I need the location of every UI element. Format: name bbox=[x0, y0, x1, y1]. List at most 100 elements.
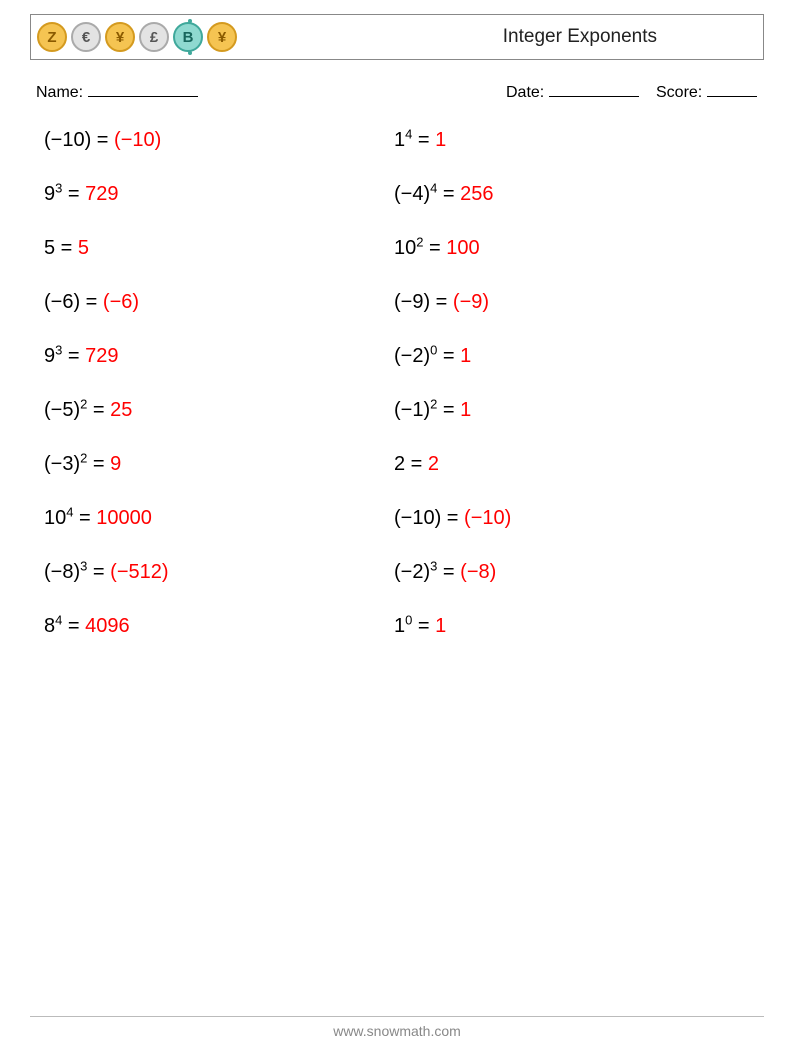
problem-answer: 9 bbox=[110, 453, 121, 475]
problem: (−2)3 = (−8) bbox=[394, 562, 744, 582]
problem-base: 8 bbox=[44, 615, 55, 637]
problem-base: 10 bbox=[394, 237, 416, 259]
problem-answer: 1 bbox=[435, 129, 446, 151]
equals: = bbox=[437, 399, 460, 421]
problem-answer: 256 bbox=[460, 183, 493, 205]
info-row: Name: Date: Score: bbox=[30, 82, 764, 102]
problem: (−5)2 = 25 bbox=[44, 400, 394, 420]
equals: = bbox=[405, 453, 428, 475]
equals: = bbox=[430, 291, 453, 313]
problem-answer: 2 bbox=[428, 453, 439, 475]
coin-icon: B bbox=[173, 22, 203, 52]
problem-base: 1 bbox=[394, 129, 405, 151]
problem: (−4)4 = 256 bbox=[394, 184, 744, 204]
problem-answer: (−10) bbox=[464, 507, 511, 529]
problem: 93 = 729 bbox=[44, 346, 394, 366]
date-label: Date: bbox=[506, 84, 544, 101]
problem: (−10) = (−10) bbox=[394, 508, 744, 528]
equals: = bbox=[437, 345, 460, 367]
equals: = bbox=[80, 291, 103, 313]
footer-url: www.snowmath.com bbox=[333, 1023, 461, 1039]
coin-icon: Z bbox=[37, 22, 67, 52]
problem-answer: 4096 bbox=[85, 615, 130, 637]
problem-base: (−10) bbox=[44, 129, 91, 151]
equals: = bbox=[412, 129, 435, 151]
problem-base: (−2) bbox=[394, 345, 430, 367]
problem-answer: 25 bbox=[110, 399, 132, 421]
problem: (−6) = (−6) bbox=[44, 292, 394, 312]
equals: = bbox=[87, 453, 110, 475]
problem: 84 = 4096 bbox=[44, 616, 394, 636]
problem-base: (−5) bbox=[44, 399, 80, 421]
problem-answer: (−512) bbox=[110, 561, 168, 583]
problems-column-right: 14 = 1(−4)4 = 256102 = 100(−9) = (−9)(−2… bbox=[394, 130, 744, 670]
problem: (−9) = (−9) bbox=[394, 292, 744, 312]
problem-answer: 1 bbox=[460, 399, 471, 421]
problem-base: 5 bbox=[44, 237, 55, 259]
coin-icon: ¥ bbox=[207, 22, 237, 52]
problem-base: (−6) bbox=[44, 291, 80, 313]
problem-base: 9 bbox=[44, 183, 55, 205]
coin-icon: ¥ bbox=[105, 22, 135, 52]
coin-icon: € bbox=[71, 22, 101, 52]
worksheet-title: Integer Exponents bbox=[503, 26, 757, 48]
problem-base: 10 bbox=[44, 507, 66, 529]
problem: (−8)3 = (−512) bbox=[44, 562, 394, 582]
worksheet-header: Z € ¥ £ B ¥ Integer Exponents bbox=[30, 14, 764, 60]
equals: = bbox=[412, 615, 435, 637]
equals: = bbox=[62, 183, 85, 205]
equals: = bbox=[423, 237, 446, 259]
equals: = bbox=[437, 561, 460, 583]
problem-answer: (−8) bbox=[460, 561, 496, 583]
problem: 5 = 5 bbox=[44, 238, 394, 258]
equals: = bbox=[62, 615, 85, 637]
problem-base: (−2) bbox=[394, 561, 430, 583]
coin-icon-row: Z € ¥ £ B ¥ bbox=[37, 22, 237, 52]
problem-answer: 1 bbox=[435, 615, 446, 637]
problem: 14 = 1 bbox=[394, 130, 744, 150]
equals: = bbox=[55, 237, 78, 259]
problem: (−10) = (−10) bbox=[44, 130, 394, 150]
name-blank bbox=[88, 82, 198, 97]
problem-base: 9 bbox=[44, 345, 55, 367]
score-blank bbox=[707, 82, 757, 97]
problem-answer: (−10) bbox=[114, 129, 161, 151]
problem-answer: 100 bbox=[446, 237, 479, 259]
problem-base: (−4) bbox=[394, 183, 430, 205]
problem-answer: 1 bbox=[460, 345, 471, 367]
problem: (−2)0 = 1 bbox=[394, 346, 744, 366]
equals: = bbox=[62, 345, 85, 367]
problem-base: (−3) bbox=[44, 453, 80, 475]
problem-base: 1 bbox=[394, 615, 405, 637]
problem: 104 = 10000 bbox=[44, 508, 394, 528]
date-blank bbox=[549, 82, 639, 97]
problem-answer: (−6) bbox=[103, 291, 139, 313]
score-label: Score: bbox=[656, 84, 702, 101]
score-field: Score: bbox=[656, 82, 757, 102]
name-field: Name: bbox=[36, 82, 506, 102]
problem: 2 = 2 bbox=[394, 454, 744, 474]
date-field: Date: bbox=[506, 82, 656, 102]
problem-answer: 5 bbox=[78, 237, 89, 259]
problem-answer: (−9) bbox=[453, 291, 489, 313]
problem-answer: 10000 bbox=[96, 507, 152, 529]
equals: = bbox=[87, 399, 110, 421]
coin-icon: £ bbox=[139, 22, 169, 52]
equals: = bbox=[441, 507, 464, 529]
problem-base: 2 bbox=[394, 453, 405, 475]
problem-base: (−8) bbox=[44, 561, 80, 583]
problem: (−3)2 = 9 bbox=[44, 454, 394, 474]
problem: 102 = 100 bbox=[394, 238, 744, 258]
equals: = bbox=[91, 129, 114, 151]
problem-answer: 729 bbox=[85, 183, 118, 205]
problem-base: (−1) bbox=[394, 399, 430, 421]
problem: 93 = 729 bbox=[44, 184, 394, 204]
problem-base: (−9) bbox=[394, 291, 430, 313]
problem-answer: 729 bbox=[85, 345, 118, 367]
footer: www.snowmath.com bbox=[0, 1016, 794, 1039]
problems-column-left: (−10) = (−10) 93 = 729 5 = 5 (−6) = (−6) 93 … bbox=[44, 130, 394, 670]
problems-grid: (−10) = (−10) 93 = 729 5 = 5 (−6) = (−6) 93 … bbox=[30, 130, 764, 670]
equals: = bbox=[73, 507, 96, 529]
problem-base: (−10) bbox=[394, 507, 441, 529]
problem: 10 = 1 bbox=[394, 616, 744, 636]
